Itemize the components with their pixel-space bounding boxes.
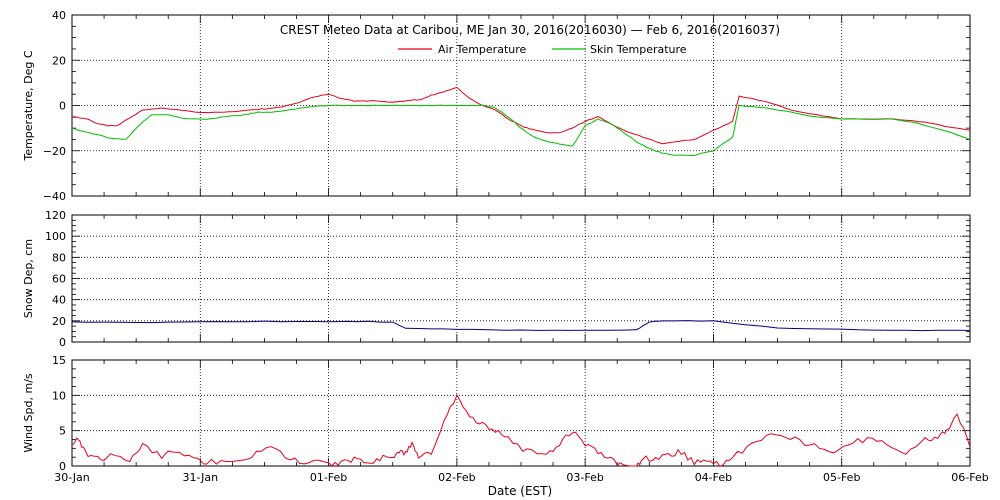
y-tick-label: 60 [52, 273, 66, 286]
x-tick-label: 02-Feb [438, 471, 475, 484]
y-tick-label: 5 [59, 425, 66, 438]
chart-title: CREST Meteo Data at Caribou, ME Jan 30, … [280, 23, 780, 37]
y-tick-label: 40 [52, 294, 66, 307]
y-tick-label: 20 [52, 54, 66, 67]
y-tick-label: −40 [43, 190, 66, 203]
series-line-panel-1 [71, 320, 971, 332]
y-tick-label: 100 [45, 230, 66, 243]
y-tick-label: −20 [43, 145, 66, 158]
x-tick-label: 03-Feb [566, 471, 603, 484]
x-tick-label: 31-Jan [183, 471, 219, 484]
y-tick-label: 120 [45, 209, 66, 222]
y-axis-label: Temperature, Deg C [22, 50, 35, 161]
snow-depth-panel: 0 20 40 60 80 100 120 Snow Dep, cm [22, 209, 971, 349]
y-axis-label: Snow Dep, cm [22, 239, 35, 318]
series-line-panel-2 [71, 393, 971, 467]
y-tick-label: 40 [52, 9, 66, 22]
plot-frame [71, 214, 971, 343]
y-tick-label: 15 [52, 354, 66, 367]
x-tick-label: 06-Feb [951, 471, 988, 484]
y-tick-label: 0 [59, 460, 66, 473]
x-tick-label: 05-Feb [823, 471, 860, 484]
y-tick-label: 10 [52, 389, 66, 402]
y-tick-label: 0 [59, 100, 66, 113]
y-tick-label: 0 [59, 336, 66, 349]
x-axis-label: Date (EST) [488, 484, 552, 498]
y-axis-label: Wind Spd, m/s [22, 373, 35, 453]
series-line-air-temperature [71, 86, 971, 145]
legend: Air Temperature Skin Temperature [398, 43, 687, 56]
x-tick-label: 30-Jan [54, 471, 90, 484]
wind-speed-panel: 0 5 10 15 30-Jan 31-Jan 01-Feb 02-Feb 03-Feb 04-F… [22, 354, 989, 484]
legend-label: Skin Temperature [590, 43, 687, 56]
legend-label: Air Temperature [438, 43, 527, 56]
plot-frame [71, 359, 971, 467]
x-tick-label: 04-Feb [695, 471, 732, 484]
temperature-panel: −40 −20 0 20 40 Temperature, Deg C [22, 9, 971, 203]
y-tick-label: 20 [52, 315, 66, 328]
series-line-skin-temperature [71, 104, 971, 157]
x-tick-label: 01-Feb [310, 471, 347, 484]
y-tick-label: 80 [52, 251, 66, 264]
